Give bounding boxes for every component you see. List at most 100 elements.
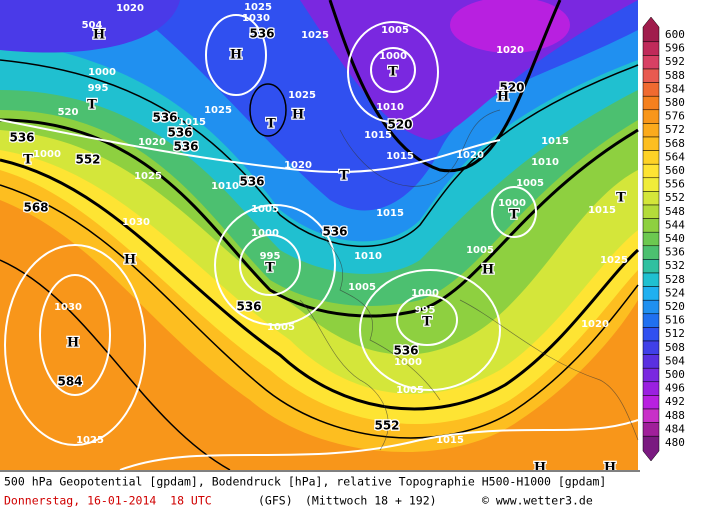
- legend-label: 532: [665, 259, 685, 272]
- pressure-center: T: [509, 208, 519, 223]
- pressure-center: T: [265, 261, 275, 276]
- contour-label: 584: [57, 375, 82, 389]
- contour: [328, 0, 562, 173]
- contour-label: 504: [82, 20, 103, 31]
- legend-swatch: [642, 231, 660, 247]
- legend-swatch: [642, 272, 660, 287]
- contour-label: 995: [88, 83, 109, 94]
- isobar: [491, 186, 537, 238]
- isobar: [119, 419, 639, 471]
- contour-label: 536: [236, 300, 261, 314]
- contour-label: 1025: [134, 171, 162, 182]
- legend-label: 572: [665, 123, 685, 136]
- contour-label: 536: [393, 344, 418, 358]
- legend-label: 524: [665, 286, 685, 299]
- isobar: [4, 244, 146, 446]
- legend-swatch: [642, 408, 660, 423]
- legend-swatch: [642, 259, 660, 274]
- legend-swatch: [642, 340, 660, 355]
- contour-label: 1010: [211, 181, 239, 192]
- contour-labels: 504 1020 1025 1030 536 1025 1005 1000 1010 1015 52…: [8, 2, 628, 446]
- contour-label: 1020: [456, 150, 484, 161]
- contour-label: 1025: [600, 255, 628, 266]
- legend-label: 584: [665, 82, 685, 95]
- legend-swatch: [642, 191, 660, 206]
- footer-bg: [0, 470, 704, 513]
- legend-label: 544: [665, 218, 685, 231]
- legend-swatch: [642, 95, 660, 111]
- contour: [249, 83, 287, 137]
- contour-label: 1015: [588, 205, 616, 216]
- legend-swatch: [642, 163, 660, 179]
- legend-label: 516: [665, 314, 685, 327]
- contour: [0, 184, 639, 439]
- pressure-center: T: [87, 98, 97, 113]
- contour-label: 536: [167, 126, 192, 140]
- legend-swatch: [642, 313, 660, 328]
- pressure-center: H: [230, 48, 242, 63]
- coastline: [459, 299, 639, 441]
- pressure-center: T: [266, 117, 276, 132]
- legend-swatch: [642, 395, 660, 410]
- pressure-center: H: [482, 263, 494, 278]
- legend-swatch: [642, 354, 660, 369]
- contour-label: 1025: [204, 105, 232, 116]
- contour-label: 1010: [531, 157, 559, 168]
- contour-label: 1020: [581, 319, 609, 330]
- legend-label: 512: [665, 327, 685, 340]
- legend-label: 540: [665, 232, 685, 245]
- legend-label: 560: [665, 164, 685, 177]
- coastlines: [299, 109, 639, 451]
- contour-label: 1000: [88, 67, 116, 78]
- coastline: [339, 109, 501, 187]
- contour-label: 1005: [348, 282, 376, 293]
- band: [0, 0, 180, 53]
- contour-label: 1020: [284, 160, 312, 171]
- pressure-center: T: [616, 191, 626, 206]
- pressure-center: H: [124, 253, 136, 268]
- footer-model: (GFS): [258, 494, 293, 508]
- contour-label: 552: [75, 153, 100, 167]
- contour-label: 1000: [498, 198, 526, 209]
- legend-label: 552: [665, 191, 685, 204]
- isobar: [370, 47, 416, 93]
- coastline: [299, 299, 389, 451]
- contour: [0, 259, 231, 471]
- legend-label: 484: [665, 422, 685, 435]
- legend-label: 480: [665, 436, 685, 449]
- contour-label: 1015: [178, 117, 206, 128]
- contour-label: 1010: [354, 251, 382, 262]
- isobar: [39, 274, 111, 396]
- contour-label: 995: [260, 251, 281, 262]
- footer-run: (Mittwoch 18 + 192): [305, 494, 437, 508]
- isobar: [396, 294, 458, 346]
- footer-description: 500 hPa Geopotential [gpdam], Bodendruck…: [4, 475, 606, 489]
- legend-swatch: [642, 123, 660, 138]
- isobar: [347, 21, 439, 123]
- contour-label: 1000: [379, 51, 407, 62]
- isobar: [205, 14, 267, 96]
- legend-swatch: [642, 177, 660, 192]
- legend-label: 528: [665, 273, 685, 286]
- contour-label: 1005: [516, 178, 544, 189]
- contour-label: 1005: [251, 204, 279, 215]
- contour-label: 536: [322, 225, 347, 239]
- legend-label: 596: [665, 42, 685, 55]
- pressure-center: T: [23, 153, 33, 168]
- legend-swatch: [642, 218, 660, 233]
- pressure-center: T: [339, 169, 349, 184]
- legend-label: 492: [665, 395, 685, 408]
- contour-label: 995: [415, 305, 436, 316]
- contour-label: 1015: [541, 136, 569, 147]
- legend-swatch: [642, 55, 660, 70]
- contour-label: 520: [499, 81, 524, 95]
- contour-label: 568: [23, 201, 48, 215]
- contour-label: 1015: [386, 151, 414, 162]
- contour-label: 1030: [242, 13, 270, 24]
- legend-swatch: [642, 381, 660, 396]
- pressure-center: T: [422, 315, 432, 330]
- legend-label: 568: [665, 137, 685, 150]
- legend-label: 508: [665, 341, 685, 354]
- contour-label: 1005: [396, 385, 424, 396]
